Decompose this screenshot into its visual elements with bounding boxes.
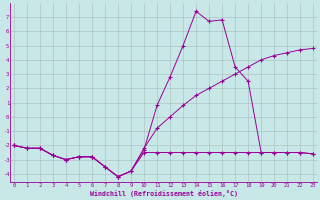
X-axis label: Windchill (Refroidissement éolien,°C): Windchill (Refroidissement éolien,°C)	[90, 190, 237, 197]
